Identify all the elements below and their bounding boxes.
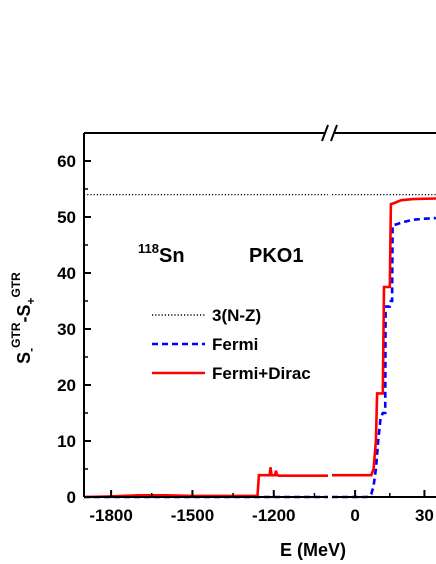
model-label: PKO1 [249, 245, 303, 267]
y-axis-title-main: S [14, 352, 34, 364]
series-fermi-dirac [83, 197, 436, 499]
series-line-segment [332, 216, 436, 499]
y-axis-title: S-GTR-S+GTR [9, 272, 38, 364]
axes: 0 10 20 30 40 50 60 -1800 -1500 -1200 0 30 [57, 124, 436, 525]
series-line-segment [332, 197, 436, 477]
y-axis-title-sup-1: GTR [9, 322, 23, 348]
y-axis-title-sup-2: GTR [9, 272, 23, 298]
x-tick-label: -1500 [171, 506, 214, 525]
y-tick-label: 20 [57, 376, 76, 395]
legend-item: Fermi+Dirac [152, 364, 311, 383]
legend-label: Fermi [212, 335, 258, 354]
data-series [83, 194, 436, 499]
y-axis-title-sub-2: + [24, 297, 38, 304]
axis-break-mark [321, 124, 329, 142]
x-tick-label: 0 [350, 506, 359, 525]
x-axis-title: E (MeV) [280, 540, 346, 560]
y-tick-label: 10 [57, 432, 76, 451]
legend-label: 3(N-Z) [212, 306, 261, 325]
nucleus-mass-number: 118 [138, 241, 159, 256]
x-tick-label: -1800 [89, 506, 132, 525]
x-tick-label: -1200 [252, 506, 295, 525]
legend-item: Fermi [152, 335, 258, 354]
svg-text:118Sn: 118Sn [138, 241, 185, 267]
x-tick-label: 30 [415, 506, 434, 525]
svg-text:S-GTR-S+GTR: S-GTR-S+GTR [9, 272, 38, 364]
nucleus-label: 118Sn [138, 241, 185, 267]
y-axis-title-sub-1: - [24, 348, 38, 352]
y-tick-label: 0 [67, 488, 76, 507]
y-axis-title-mid: -S [14, 305, 34, 323]
y-tick-label: 60 [57, 152, 76, 171]
y-tick-label: 50 [57, 208, 76, 227]
axis-break-mark [330, 124, 338, 142]
legend-label: Fermi+Dirac [212, 364, 311, 383]
nucleus-symbol: Sn [159, 245, 185, 267]
legend: 3(N-Z) Fermi Fermi+Dirac [152, 306, 311, 383]
legend-item: 3(N-Z) [152, 306, 261, 325]
y-tick-label: 40 [57, 264, 76, 283]
y-tick-label: 30 [57, 320, 76, 339]
series-line-segment [83, 467, 328, 499]
